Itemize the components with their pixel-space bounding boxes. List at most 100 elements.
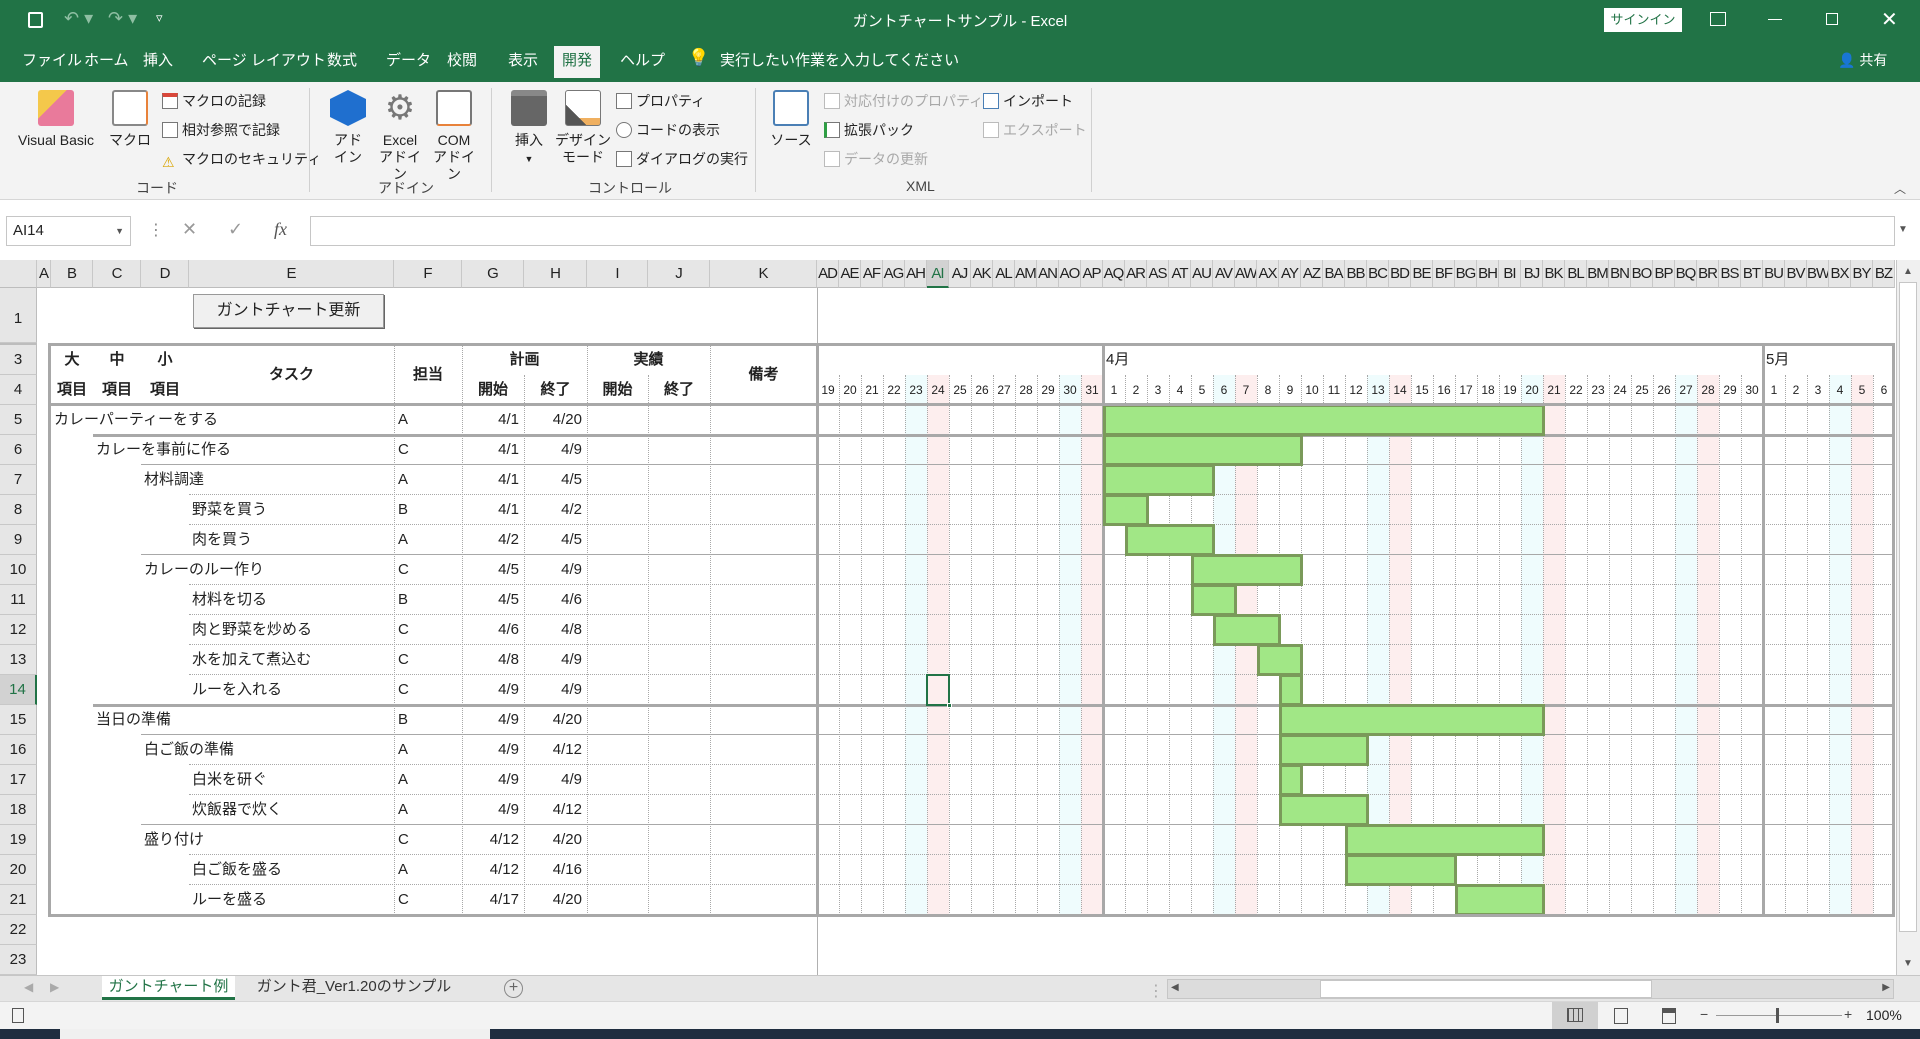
column-header[interactable]: E <box>189 260 394 288</box>
column-header[interactable]: B <box>51 260 93 288</box>
run-dialog-button[interactable]: ダイアログの実行 <box>616 148 748 170</box>
scroll-right-icon[interactable]: ▶ <box>1882 982 1890 993</box>
column-header[interactable]: BN <box>1609 260 1631 288</box>
row-header[interactable]: 21 <box>0 885 37 915</box>
zoom-slider[interactable] <box>1716 1015 1842 1016</box>
tab-1[interactable]: ホーム <box>84 52 129 69</box>
column-header[interactable]: AW <box>1235 260 1257 288</box>
restore-icon[interactable] <box>1826 13 1838 25</box>
column-header[interactable]: BQ <box>1675 260 1697 288</box>
page-layout-view-icon[interactable] <box>1614 1008 1628 1024</box>
selected-cell[interactable] <box>926 674 950 706</box>
column-header[interactable]: BU <box>1763 260 1785 288</box>
tab-5[interactable]: データ <box>386 52 432 69</box>
tab-2[interactable]: 挿入 <box>143 52 174 69</box>
refresh-data-button[interactable]: データの更新 <box>824 148 928 170</box>
horizontal-scrollbar[interactable]: ◀ ▶ <box>1167 979 1894 999</box>
signin-button[interactable]: サインイン <box>1604 8 1682 32</box>
column-header[interactable]: AO <box>1059 260 1081 288</box>
column-header[interactable]: D <box>141 260 189 288</box>
macro-button[interactable]: マクロ <box>108 90 152 149</box>
column-header[interactable]: BT <box>1741 260 1763 288</box>
column-header[interactable]: BI <box>1499 260 1521 288</box>
expand-formula-icon[interactable]: ▼ <box>1898 224 1908 235</box>
undo-icon[interactable]: ↶ ▾ <box>64 8 94 28</box>
collapse-ribbon-icon[interactable]: ︿ <box>1894 182 1907 196</box>
column-header[interactable]: BO <box>1631 260 1653 288</box>
export-button[interactable]: エクスポート <box>983 119 1087 141</box>
select-all-button[interactable] <box>0 260 37 288</box>
sheet-tab[interactable]: ガント君_Ver1.20のサンプル <box>256 978 452 995</box>
row-header[interactable]: 3 <box>0 345 37 375</box>
zoom-level[interactable]: 100% <box>1866 1007 1902 1023</box>
column-header[interactable]: BB <box>1345 260 1367 288</box>
column-header[interactable]: AV <box>1213 260 1235 288</box>
gantt-bar[interactable] <box>1279 704 1545 736</box>
row-header[interactable]: 23 <box>0 945 37 975</box>
zoom-in-icon[interactable]: + <box>1844 1006 1853 1022</box>
gantt-bar[interactable] <box>1213 614 1281 646</box>
map-properties-button[interactable]: 対応付けのプロパティ <box>824 90 983 112</box>
addins-button[interactable]: アド イン <box>328 90 368 166</box>
column-header[interactable]: I <box>587 260 648 288</box>
column-header[interactable]: BJ <box>1521 260 1543 288</box>
column-header[interactable]: BF <box>1433 260 1455 288</box>
column-header[interactable]: AT <box>1169 260 1191 288</box>
close-icon[interactable]: ✕ <box>1881 9 1898 31</box>
column-header[interactable]: H <box>524 260 587 288</box>
column-header[interactable]: C <box>93 260 141 288</box>
gantt-bar[interactable] <box>1279 794 1369 826</box>
minimize-icon[interactable] <box>1768 19 1782 20</box>
column-header[interactable]: AR <box>1125 260 1147 288</box>
column-header[interactable]: AJ <box>949 260 971 288</box>
column-header[interactable]: BS <box>1719 260 1741 288</box>
column-header[interactable]: AS <box>1147 260 1169 288</box>
column-header[interactable]: F <box>394 260 462 288</box>
column-header[interactable]: AL <box>993 260 1015 288</box>
scroll-tabs-left-icon[interactable]: ◀ <box>24 980 34 994</box>
insert-control-button[interactable]: 挿入 ▼ <box>506 90 552 168</box>
tab-0[interactable]: ファイル <box>22 52 83 69</box>
column-header[interactable]: BW <box>1807 260 1829 288</box>
column-header[interactable]: AI <box>927 260 949 288</box>
row-header[interactable]: 19 <box>0 825 37 855</box>
view-code-button[interactable]: コードの表示 <box>616 119 720 141</box>
tab-3[interactable]: ページ レイアウト <box>202 52 326 69</box>
column-header[interactable]: AE <box>839 260 861 288</box>
scroll-left-icon[interactable]: ◀ <box>1171 982 1179 993</box>
row-header[interactable]: 16 <box>0 735 37 765</box>
column-header[interactable]: BP <box>1653 260 1675 288</box>
cancel-icon[interactable]: ✕ <box>182 219 198 239</box>
gantt-bar[interactable] <box>1279 734 1369 766</box>
row-header[interactable]: 1 <box>0 288 37 343</box>
macro-security-button[interactable]: ⚠ マクロのセキュリティ <box>162 148 321 170</box>
tab-7[interactable]: 表示 <box>508 52 539 69</box>
column-header[interactable]: AF <box>861 260 883 288</box>
macro-recording-icon[interactable] <box>12 1008 24 1023</box>
enter-icon[interactable]: ✓ <box>228 219 244 239</box>
column-header[interactable]: BV <box>1785 260 1807 288</box>
row-header[interactable]: 17 <box>0 765 37 795</box>
save-icon[interactable] <box>28 12 43 28</box>
worksheet-grid[interactable]: A B C D E F G H I J K AD AE AF AG AH AI AJ AK AL AM AN AO AP AQ A… <box>0 260 1920 975</box>
sheet-tab[interactable]: ガントチャート例 <box>102 976 235 1000</box>
split-handle[interactable]: ⋮ <box>1148 983 1164 1000</box>
relative-reference-button[interactable]: 相対参照で記録 <box>162 119 280 141</box>
plus-circle-icon[interactable]: + <box>504 979 523 998</box>
import-button[interactable]: インポート <box>983 90 1073 112</box>
row-header[interactable]: 7 <box>0 465 37 495</box>
fill-handle[interactable] <box>947 703 952 708</box>
tab-8[interactable]: 開発 <box>554 46 601 78</box>
share-button[interactable]: 👤 共有 <box>1838 50 1887 70</box>
expansion-packs-button[interactable]: 拡張パック <box>824 119 914 141</box>
column-header[interactable]: AK <box>971 260 993 288</box>
column-header[interactable]: BA <box>1323 260 1345 288</box>
column-header[interactable]: AN <box>1037 260 1059 288</box>
ribbon-display-icon[interactable] <box>1710 12 1726 26</box>
row-header[interactable]: 9 <box>0 525 37 555</box>
visual-basic-button[interactable]: Visual Basic <box>10 90 102 149</box>
column-header[interactable]: AQ <box>1103 260 1125 288</box>
row-header[interactable]: 14 <box>0 675 37 705</box>
insert-function-icon[interactable]: fx <box>274 219 287 239</box>
row-header[interactable]: 11 <box>0 585 37 615</box>
